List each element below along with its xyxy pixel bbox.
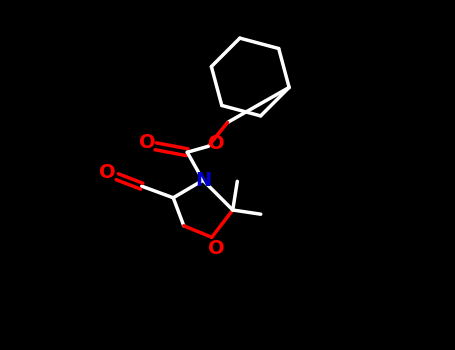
Text: O: O (99, 163, 116, 182)
Text: O: O (139, 133, 155, 152)
Text: N: N (195, 171, 211, 190)
Text: O: O (207, 134, 224, 153)
Text: O: O (207, 239, 224, 258)
